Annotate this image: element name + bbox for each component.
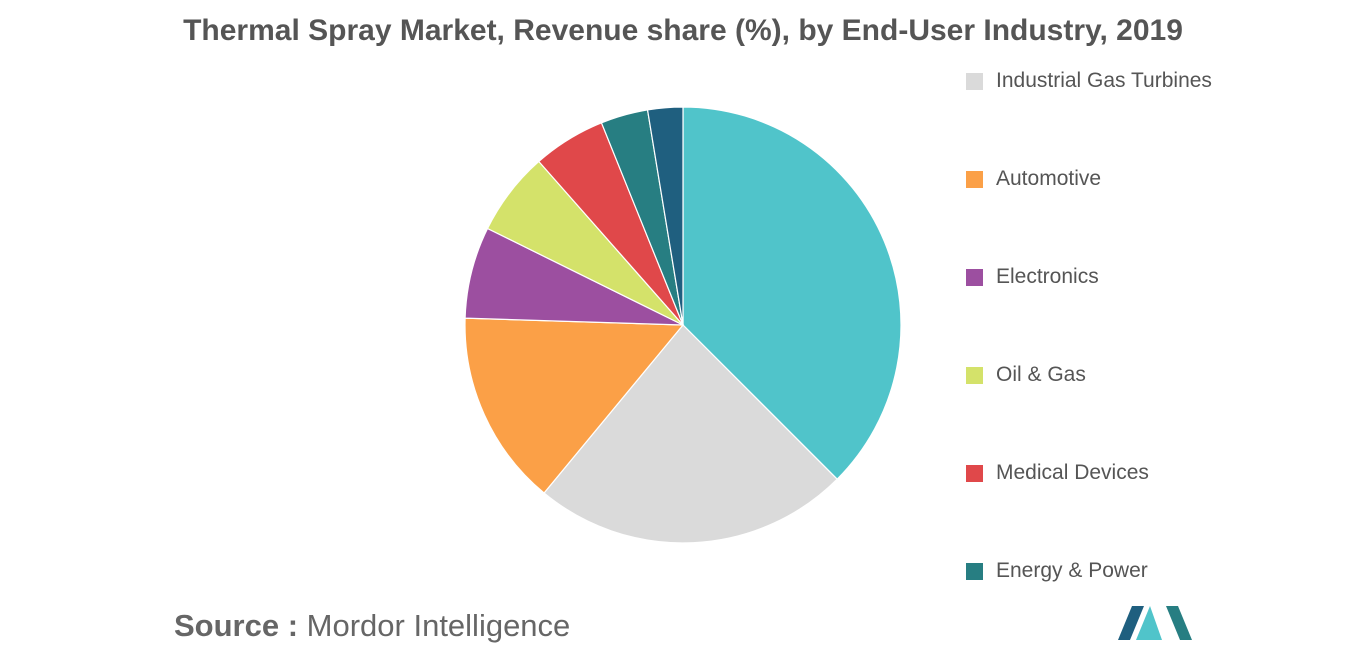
- legend-item: Industrial Gas Turbines: [966, 64, 1212, 98]
- legend-label: Oil & Gas: [996, 363, 1086, 386]
- pie-slice-automotive: [464, 317, 685, 494]
- chart-title: Thermal Spray Market, Revenue share (%),…: [183, 14, 1183, 47]
- legend-swatch: [966, 562, 983, 580]
- legend-swatch: [966, 268, 983, 286]
- source-line: Source : Mordor Intelligence: [174, 608, 570, 644]
- legend-item: Oil & Gas: [966, 358, 1212, 392]
- legend-label: Energy & Power: [996, 559, 1148, 582]
- legend-swatch: [966, 170, 983, 188]
- legend-label: Electronics: [996, 265, 1099, 288]
- legend-item: Medical Devices: [966, 456, 1212, 490]
- pie-slice-aerospace: [682, 106, 902, 480]
- pie-slice-others: [646, 106, 684, 326]
- legend-label: Industrial Gas Turbines: [996, 69, 1212, 92]
- legend-label: Automotive: [996, 167, 1102, 190]
- pie-slice-industrial-gas-turbines: [543, 324, 838, 544]
- source-value: Mordor Intelligence: [306, 608, 571, 643]
- legend-item: Electronics: [966, 260, 1212, 294]
- logo-left-shape: [1118, 606, 1144, 640]
- legend-item: Energy & Power: [966, 554, 1212, 588]
- legend-swatch: [966, 464, 983, 482]
- legend-swatch: [966, 366, 983, 384]
- source-key: Source :: [174, 608, 299, 643]
- legend-swatch: [966, 72, 983, 90]
- legend-label: Medical Devices: [996, 461, 1149, 484]
- mordor-intelligence-logo: [1118, 606, 1192, 640]
- legend-item: Automotive: [966, 162, 1212, 196]
- logo-right-shape: [1166, 606, 1192, 640]
- logo-middle-shape: [1136, 606, 1162, 640]
- legend: Industrial Gas Turbines Automotive Electro…: [966, 64, 1212, 652]
